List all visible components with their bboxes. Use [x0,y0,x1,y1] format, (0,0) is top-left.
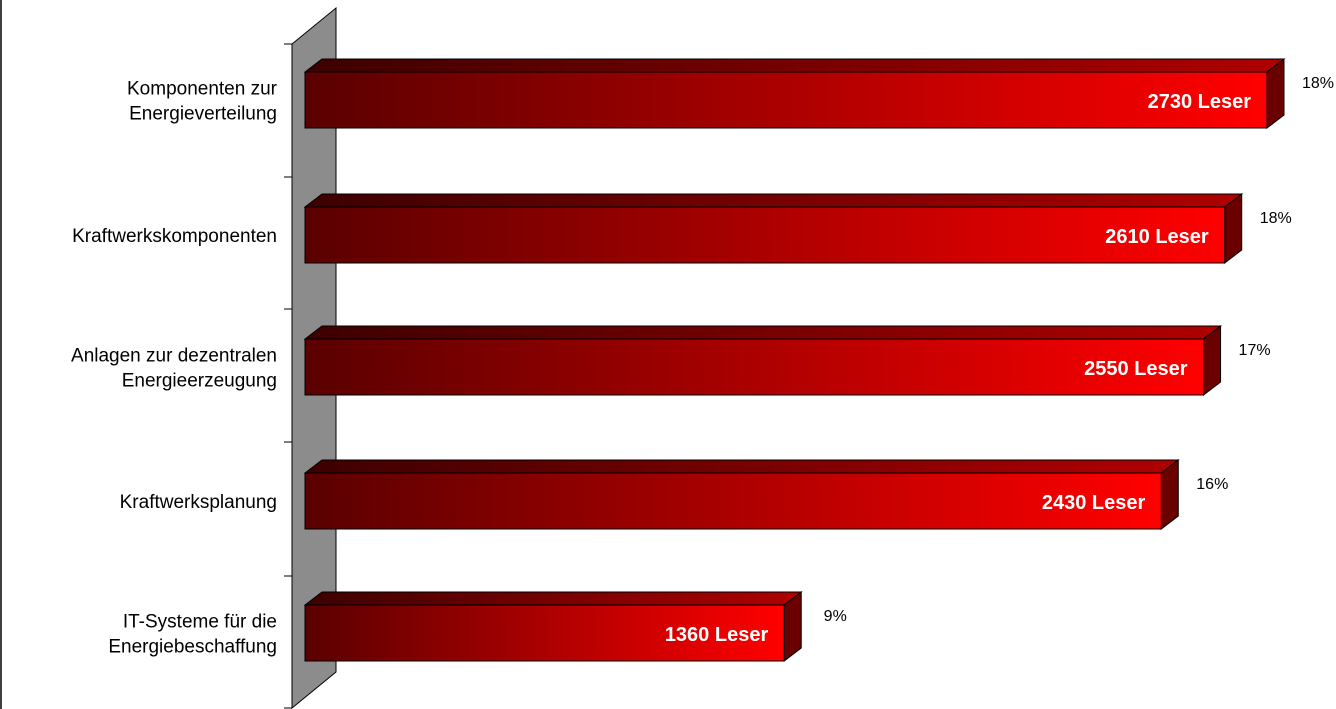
value-label: 2550 Leser [1084,358,1188,380]
percent-label: 16% [1196,476,1228,493]
bar-top-face [303,459,1180,474]
bars-group [303,57,1286,663]
bar [304,71,1268,129]
percent-label: 9% [824,608,847,625]
value-label: 2610 Leser [1105,226,1209,248]
category-label: Komponenten zur Energieverteilung [127,79,278,125]
value-label: 2730 Leser [1148,91,1252,113]
percent-label: 18% [1260,210,1292,227]
bar-top-face [303,325,1223,340]
category-label: Kraftwerkskomponenten [72,226,277,247]
bar [304,338,1205,396]
percent-label: 17% [1239,342,1271,359]
bar [304,604,785,662]
category-label: Anlagen zur dezentralen Energieerzeugung [71,346,277,392]
bar [304,206,1226,264]
bar-top-face [303,591,803,606]
bar [304,472,1162,530]
category-label: IT-Systeme für die Energiebeschaffung [108,612,277,658]
value-label: 1360 Leser [665,624,769,646]
value-label: 2430 Leser [1042,492,1146,514]
labels-group: 2730 Leser 18% Komponenten zur Energieverte… [71,75,1334,658]
bar-top-face [303,58,1286,73]
category-label: Kraftwerksplanung [120,492,277,513]
axis-ticks [284,43,292,709]
percent-label: 18% [1302,75,1334,92]
bar-top-face [303,193,1244,208]
